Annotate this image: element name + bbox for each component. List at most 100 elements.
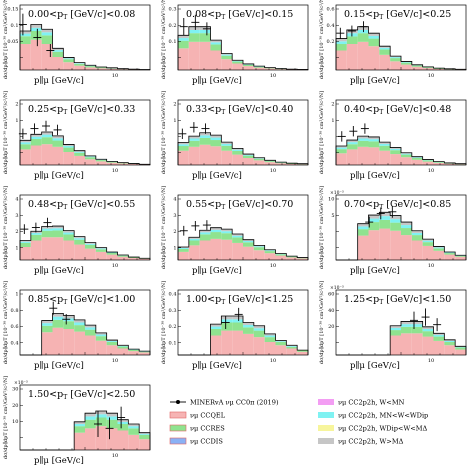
bar-twop-high: [199, 132, 211, 136]
bar-twop: [85, 416, 96, 420]
bar-twop-high: [30, 134, 42, 137]
bar-ccres: [85, 244, 96, 249]
legend-swatch-ccqel: [169, 411, 187, 419]
bar-ccqel: [117, 430, 129, 450]
bar-ccres: [221, 233, 233, 240]
bar-twop-high: [357, 136, 369, 139]
pt-range-label: 0.33<pT [GeV/c]<0.40: [186, 104, 293, 116]
bar-ccqel: [264, 162, 276, 165]
bar-twop-high: [264, 333, 276, 336]
bar-ccqel: [95, 251, 107, 260]
bar-ccres: [401, 154, 412, 158]
bar-ccres: [199, 137, 211, 145]
bar-ccqel: [357, 146, 369, 165]
bar-ccres: [20, 242, 31, 247]
bar-ccqel: [117, 69, 129, 70]
bar-ccqel: [85, 428, 96, 450]
bar-twop: [401, 225, 412, 229]
bar-ccqel: [85, 159, 96, 165]
legend-swatch-ccres: [169, 424, 187, 432]
y-tick-label: 0.1: [169, 39, 177, 45]
bar-twop-high: [368, 215, 380, 219]
bar-ccqel: [85, 335, 96, 355]
bar-ccqel: [210, 238, 222, 260]
bar-twop: [221, 54, 233, 56]
bar-ccqel: [411, 333, 423, 355]
bar-ccqel: [411, 66, 423, 70]
bar-ccqel: [74, 244, 85, 260]
bar-twop: [74, 63, 85, 64]
pt-sub: T: [379, 299, 383, 306]
bar-ccres: [85, 329, 96, 336]
bar-ccres: [243, 64, 254, 67]
pt-range-label: 0.15<pT [GeV/c]<0.25: [344, 9, 451, 21]
bar-twop-high: [336, 146, 347, 148]
bar-twop-high: [63, 144, 75, 147]
bar-twop: [390, 219, 401, 223]
bar-ccqel: [346, 149, 358, 165]
pt-units: [GeV/c]<0.48: [383, 104, 451, 115]
pt-units: [GeV/c]<0.55: [67, 199, 135, 210]
bar-twop: [221, 319, 233, 323]
bar-ccres: [74, 152, 85, 156]
bar-ccres: [85, 157, 96, 160]
bar-twop-high: [286, 345, 298, 347]
y-tick-label: 0.2: [169, 324, 177, 330]
bar-twop-high: [210, 227, 222, 230]
bar-twop-high: [346, 140, 358, 143]
bar-ccres: [52, 230, 64, 238]
bar-twop-high: [401, 321, 412, 325]
bar-ccqel: [422, 68, 434, 70]
bar-twop: [30, 136, 42, 139]
bar-ccres: [128, 349, 140, 352]
bar-twop-high: [188, 136, 200, 139]
bar-ccres: [210, 140, 222, 147]
y-tick-label: 20: [328, 324, 334, 330]
bar-ccqel: [232, 242, 243, 260]
bar-ccres: [210, 232, 222, 239]
total-prediction-line: [177, 227, 309, 260]
bar-twop: [139, 433, 150, 435]
y-tick-label: 3: [173, 213, 176, 219]
bar-ccres: [199, 33, 211, 42]
y-tick-label: 10: [12, 419, 18, 425]
bar-ccqel: [286, 257, 298, 260]
bar-ccres: [243, 242, 254, 247]
bar-ccres: [253, 247, 265, 251]
bar-ccres: [52, 319, 64, 328]
bar-ccqel: [455, 164, 466, 165]
bar-twop: [411, 324, 423, 327]
bar-twop: [41, 134, 53, 138]
bar-ccres: [95, 249, 107, 252]
bar-ccres: [286, 256, 298, 258]
bar-ccqel: [433, 162, 445, 165]
bar-ccqel: [20, 247, 31, 260]
bar-twop: [411, 157, 423, 158]
bar-twop: [199, 232, 211, 235]
bar-ccres: [253, 66, 265, 68]
bar-twop: [20, 241, 31, 243]
bar-ccres: [264, 337, 276, 342]
bar-twop: [199, 135, 211, 138]
bar-ccres: [106, 161, 118, 163]
y-axis-label: dσ/dp∥dpT [10⁻³⁸ cm²/GeV²/c²/N]: [160, 0, 167, 79]
panel-3: 0.6 0.4 0.2 10 dσ/dp∥dpT [10⁻³⁸ cm²/GeV²/c²/…: [318, 0, 467, 86]
panel-6: 2 1 10 dσ/dp∥dpT [10⁻³⁸ cm²/GeV²/c²/N] p∥μ […: [318, 91, 467, 181]
bar-ccres: [178, 40, 189, 49]
bar-twop-high: [41, 226, 53, 229]
bar-twop: [63, 58, 75, 60]
pt-units: [GeV/c]<0.70: [225, 199, 293, 210]
bar-twop-high: [221, 316, 233, 320]
bar-ccqel: [275, 69, 287, 70]
bar-ccres: [264, 251, 276, 254]
bar-ccqel: [264, 68, 276, 70]
bar-twop-high: [422, 239, 434, 241]
bar-twop-high: [411, 321, 423, 325]
legend: MINERvA νμ CC0π (2019) νμ CCQEL νμ CCRES νμ…: [169, 398, 428, 445]
y-tick-label: 0.6: [11, 324, 19, 330]
bar-ccres: [210, 329, 222, 336]
bar-ccqel: [422, 336, 434, 355]
bar-ccres: [275, 254, 287, 256]
bar-twop: [221, 143, 233, 146]
bar-ccqel: [455, 349, 466, 355]
